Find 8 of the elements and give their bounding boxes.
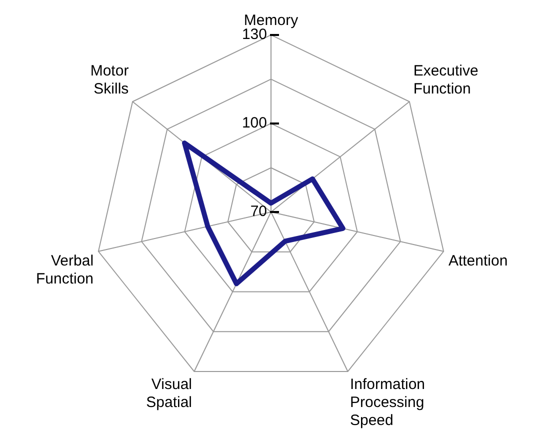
spoke-label: Verbal Function xyxy=(36,252,94,288)
spoke-label: Executive Function xyxy=(413,62,478,98)
spoke-label: Attention xyxy=(448,252,508,270)
spoke-label: Information Processing Speed xyxy=(350,376,426,430)
y-tick-label: 100 xyxy=(242,114,267,132)
y-tick-label: 70 xyxy=(250,203,267,220)
spoke-label: Motor Skills xyxy=(90,62,129,98)
spoke-label: Visual Spatial xyxy=(146,376,192,412)
